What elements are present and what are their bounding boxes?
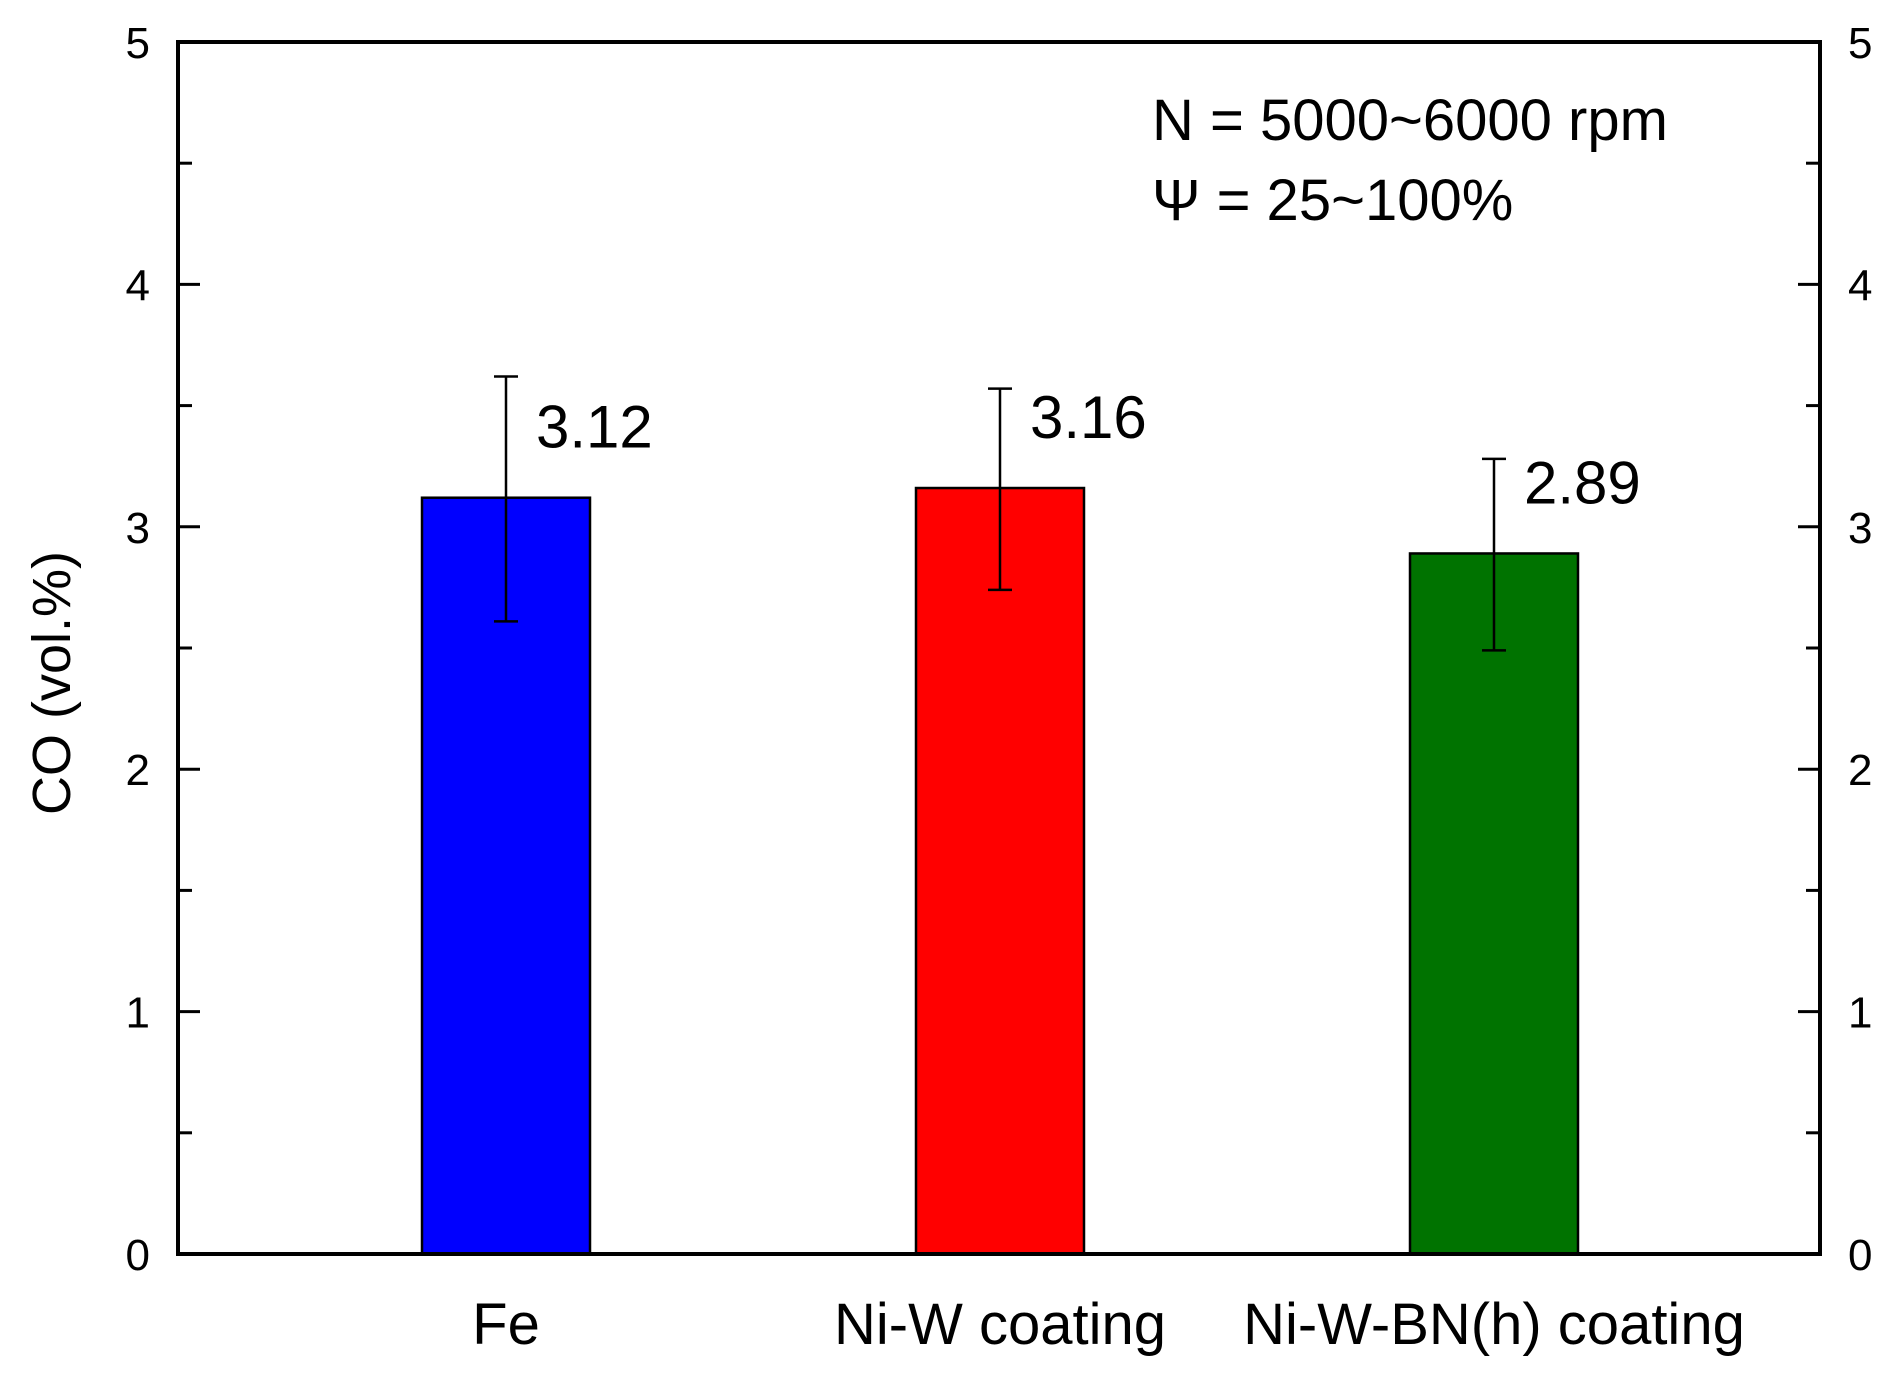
y-tick-label-right: 4: [1848, 261, 1872, 310]
y-tick-label-right: 1: [1848, 989, 1872, 1038]
bar-ni-w-bn-h-coating: [1408, 552, 1580, 1256]
annotation-speed: N = 5000~6000 rpm: [1152, 88, 1668, 153]
y-tick-label-left: 1: [126, 989, 150, 1038]
y-tick-label-right: 2: [1848, 746, 1872, 795]
y-tick-label-left: 3: [126, 504, 150, 553]
y-tick-label-left: 5: [126, 19, 150, 68]
y-tick-label-left: 0: [126, 1231, 150, 1280]
y-axis-title: CO (vol.%): [22, 551, 82, 815]
plot-frame: [176, 40, 1822, 1256]
x-category-label: Ni-W-BN(h) coating: [1243, 1292, 1745, 1357]
data-label: 3.12: [536, 394, 653, 461]
labels-layer: 0 0 1 1 2 2 3 3 4 4 5 5 3.12 Fe 3.16 Ni-W coating 2.89 Ni…: [126, 19, 1873, 1357]
y-tick-label-right: 5: [1848, 19, 1872, 68]
bar-ni-w-coating: [914, 486, 1086, 1256]
x-category-label: Ni-W coating: [834, 1292, 1166, 1357]
y-tick-label-left: 2: [126, 746, 150, 795]
y-tick-label-right: 0: [1848, 1231, 1872, 1280]
y-tick-label-left: 4: [126, 261, 150, 310]
annotation-load: Ψ = 25~100%: [1152, 168, 1513, 233]
data-label: 3.16: [1030, 384, 1147, 451]
bars-layer: [420, 486, 1580, 1256]
y-tick-label-right: 3: [1848, 504, 1872, 553]
data-label: 2.89: [1524, 449, 1641, 516]
x-category-label: Fe: [472, 1292, 540, 1357]
error-bars-layer: [494, 375, 1506, 652]
